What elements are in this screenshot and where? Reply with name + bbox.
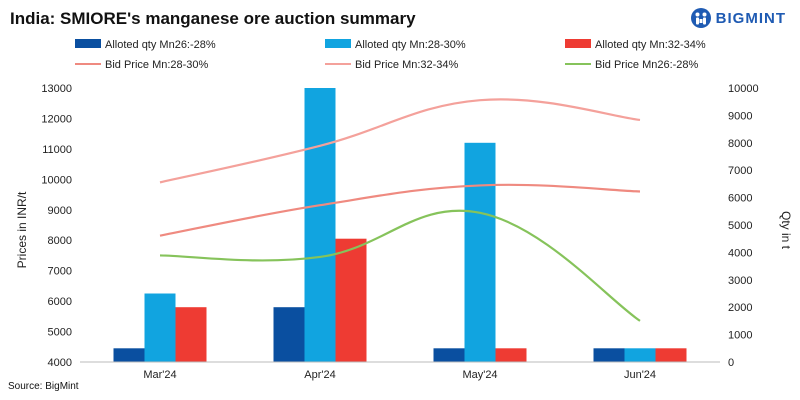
bar-series-2-1 bbox=[304, 88, 336, 362]
x-tick-2: May'24 bbox=[462, 369, 497, 381]
x-tick-1: Apr'24 bbox=[304, 369, 335, 381]
y-tick-left-2: 6000 bbox=[48, 296, 72, 308]
y-tick-right-8: 8000 bbox=[728, 138, 752, 150]
y-tick-right-1: 1000 bbox=[728, 330, 752, 342]
legend-label-line-3: Bid Price Mn26:-28% bbox=[595, 59, 699, 71]
x-tick-0: Mar'24 bbox=[143, 369, 176, 381]
y-tick-right-7: 7000 bbox=[728, 165, 752, 177]
line-series-3 bbox=[159, 209, 641, 322]
bigmint-logo-icon bbox=[690, 8, 711, 28]
bar-series-1-3 bbox=[593, 348, 625, 362]
y-tick-right-3: 3000 bbox=[728, 275, 752, 287]
bar-series-1-1 bbox=[273, 307, 305, 362]
bars bbox=[113, 88, 687, 362]
y-tick-right-0: 0 bbox=[728, 357, 734, 369]
y-tick-right-9: 9000 bbox=[728, 110, 752, 122]
legend-label-bar-3: Alloted qty Mn:32-34% bbox=[595, 39, 706, 51]
legend: Alloted qty Mn26:-28% Alloted qty Mn:28-3… bbox=[75, 39, 706, 71]
y-axis-label-left: Prices in INR/t bbox=[15, 191, 29, 268]
source-note: Source: BigMint bbox=[8, 381, 79, 392]
y-tick-left-8: 12000 bbox=[41, 113, 72, 125]
bar-series-3-1 bbox=[335, 238, 367, 362]
brand-logo: BIGMINT bbox=[690, 7, 786, 29]
bar-series-2-3 bbox=[624, 348, 656, 362]
y-tick-left-7: 11000 bbox=[42, 144, 72, 156]
line-series-2 bbox=[159, 98, 641, 184]
legend-swatch-bar-2 bbox=[325, 39, 351, 48]
y-tick-left-4: 8000 bbox=[48, 235, 72, 247]
bar-series-2-0 bbox=[144, 293, 176, 362]
y-tick-right-6: 6000 bbox=[728, 193, 752, 205]
legend-label-line-2: Bid Price Mn:32-34% bbox=[355, 59, 459, 71]
legend-label-bar-2: Alloted qty Mn:28-30% bbox=[355, 39, 466, 51]
legend-label-line-1: Bid Price Mn:28-30% bbox=[105, 59, 209, 71]
brand-name: BIGMINT bbox=[715, 9, 786, 27]
x-tick-3: Jun'24 bbox=[624, 369, 656, 381]
y-tick-left-1: 5000 bbox=[48, 327, 72, 339]
x-axis: Mar'24 Apr'24 May'24 Jun'24 bbox=[80, 361, 720, 381]
bar-series-1-0 bbox=[113, 348, 145, 362]
legend-swatch-bar-1 bbox=[75, 39, 101, 48]
y-tick-left-0: 4000 bbox=[48, 357, 72, 369]
y-tick-left-5: 9000 bbox=[48, 205, 72, 217]
y-axis-label-right: Qty in t bbox=[779, 211, 793, 250]
right-axis: 0 1000 2000 3000 4000 5000 6000 7000 8000 9000 100… bbox=[728, 83, 759, 369]
legend-label-bar-1: Alloted qty Mn26:-28% bbox=[105, 39, 216, 51]
y-tick-left-9: 13000 bbox=[41, 83, 72, 95]
bar-series-1-2 bbox=[433, 348, 465, 362]
y-tick-left-6: 10000 bbox=[41, 174, 72, 186]
bar-series-3-2 bbox=[495, 348, 527, 362]
bar-series-3-3 bbox=[655, 348, 687, 362]
y-tick-right-10: 10000 bbox=[728, 83, 759, 95]
legend-swatch-bar-3 bbox=[565, 39, 591, 48]
y-tick-right-5: 5000 bbox=[728, 220, 752, 232]
y-tick-left-3: 7000 bbox=[48, 266, 72, 278]
chart-title: India: SMIORE's manganese ore auction su… bbox=[10, 9, 416, 28]
y-tick-right-2: 2000 bbox=[728, 302, 752, 314]
bar-series-2-2 bbox=[464, 142, 496, 362]
y-tick-right-4: 4000 bbox=[728, 247, 752, 259]
line-series-1 bbox=[159, 183, 641, 237]
left-axis: 4000 5000 6000 7000 8000 9000 10000 11000 12000 1… bbox=[41, 83, 72, 369]
bar-series-3-0 bbox=[175, 307, 207, 362]
lines bbox=[159, 98, 641, 322]
